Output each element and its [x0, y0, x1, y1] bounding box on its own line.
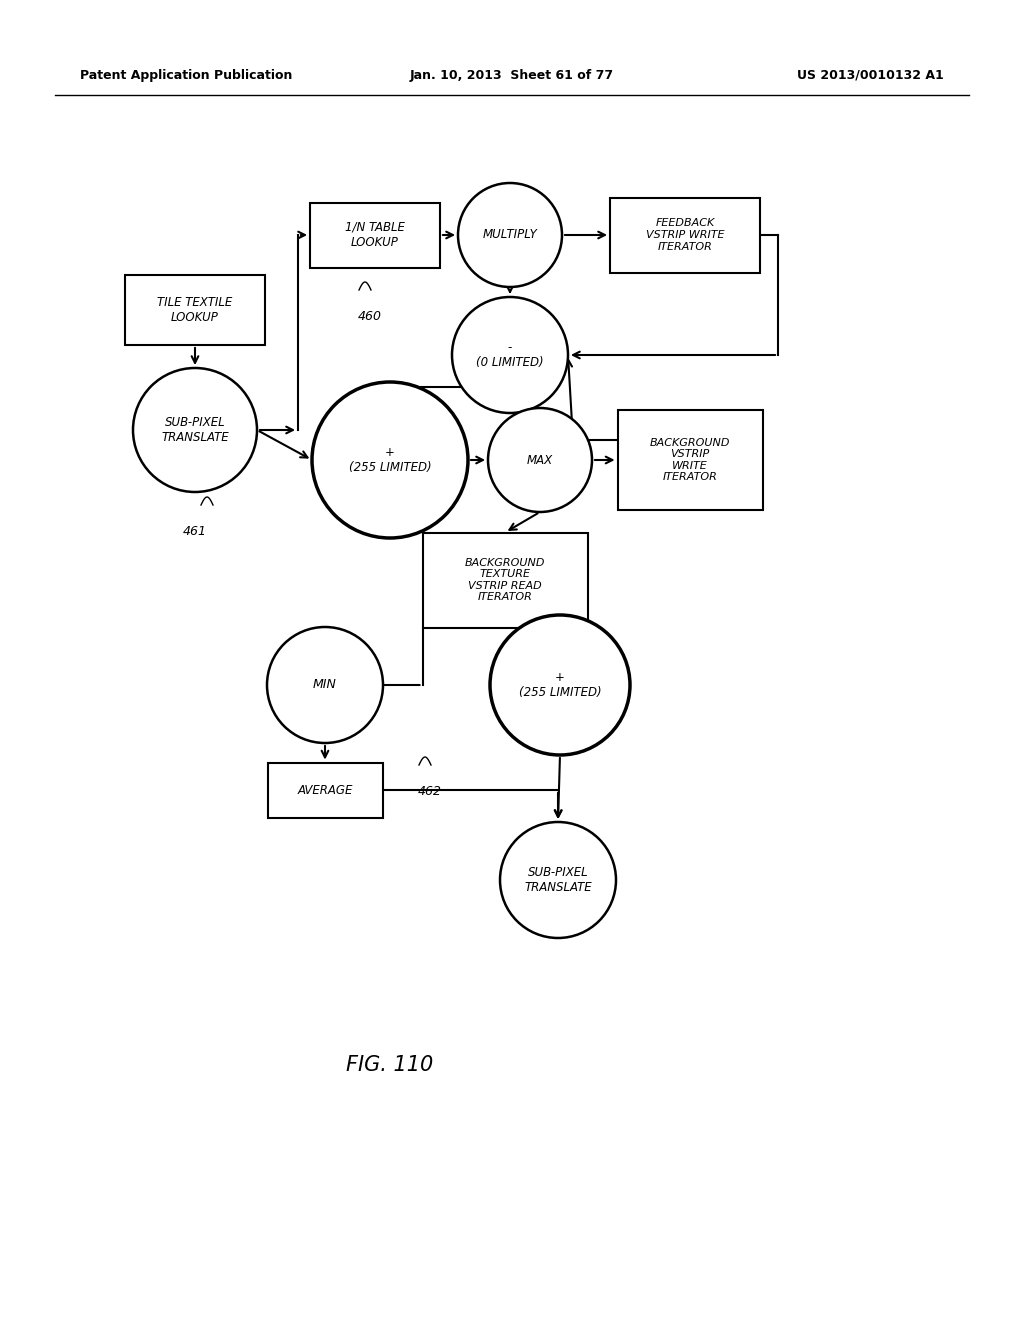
Bar — [617, 411, 763, 510]
Text: +
(255 LIMITED): + (255 LIMITED) — [349, 446, 431, 474]
Circle shape — [452, 297, 568, 413]
Bar — [267, 763, 383, 817]
Text: US 2013/0010132 A1: US 2013/0010132 A1 — [798, 69, 944, 82]
Text: 462: 462 — [418, 785, 442, 799]
Text: SUB-PIXEL
TRANSLATE: SUB-PIXEL TRANSLATE — [524, 866, 592, 894]
Bar — [125, 275, 265, 345]
Circle shape — [133, 368, 257, 492]
Text: +
(255 LIMITED): + (255 LIMITED) — [519, 671, 601, 700]
Text: SUB-PIXEL
TRANSLATE: SUB-PIXEL TRANSLATE — [161, 416, 228, 444]
Bar — [423, 532, 588, 627]
Circle shape — [458, 183, 562, 286]
Text: -
(0 LIMITED): - (0 LIMITED) — [476, 341, 544, 370]
Text: BACKGROUND
VSTRIP
WRITE
ITERATOR: BACKGROUND VSTRIP WRITE ITERATOR — [650, 438, 730, 482]
Circle shape — [312, 381, 468, 539]
Text: 460: 460 — [358, 310, 382, 323]
Circle shape — [267, 627, 383, 743]
Text: BACKGROUND
TEXTURE
VSTRIP READ
ITERATOR: BACKGROUND TEXTURE VSTRIP READ ITERATOR — [465, 557, 545, 602]
Text: MULTIPLY: MULTIPLY — [482, 228, 538, 242]
Bar — [310, 202, 440, 268]
Circle shape — [490, 615, 630, 755]
Text: FEEDBACK
VSTRIP WRITE
ITERATOR: FEEDBACK VSTRIP WRITE ITERATOR — [646, 218, 724, 252]
Bar — [610, 198, 760, 272]
Circle shape — [488, 408, 592, 512]
Text: MAX: MAX — [527, 454, 553, 466]
Text: AVERAGE: AVERAGE — [297, 784, 352, 796]
Text: MIN: MIN — [313, 678, 337, 692]
Text: 1/N TABLE
LOOKUP: 1/N TABLE LOOKUP — [345, 220, 404, 249]
Circle shape — [500, 822, 616, 939]
Text: Jan. 10, 2013  Sheet 61 of 77: Jan. 10, 2013 Sheet 61 of 77 — [410, 69, 614, 82]
Text: FIG. 110: FIG. 110 — [346, 1055, 433, 1074]
Text: 461: 461 — [183, 525, 207, 539]
Text: TILE TEXTILE
LOOKUP: TILE TEXTILE LOOKUP — [158, 296, 232, 323]
Text: Patent Application Publication: Patent Application Publication — [80, 69, 293, 82]
